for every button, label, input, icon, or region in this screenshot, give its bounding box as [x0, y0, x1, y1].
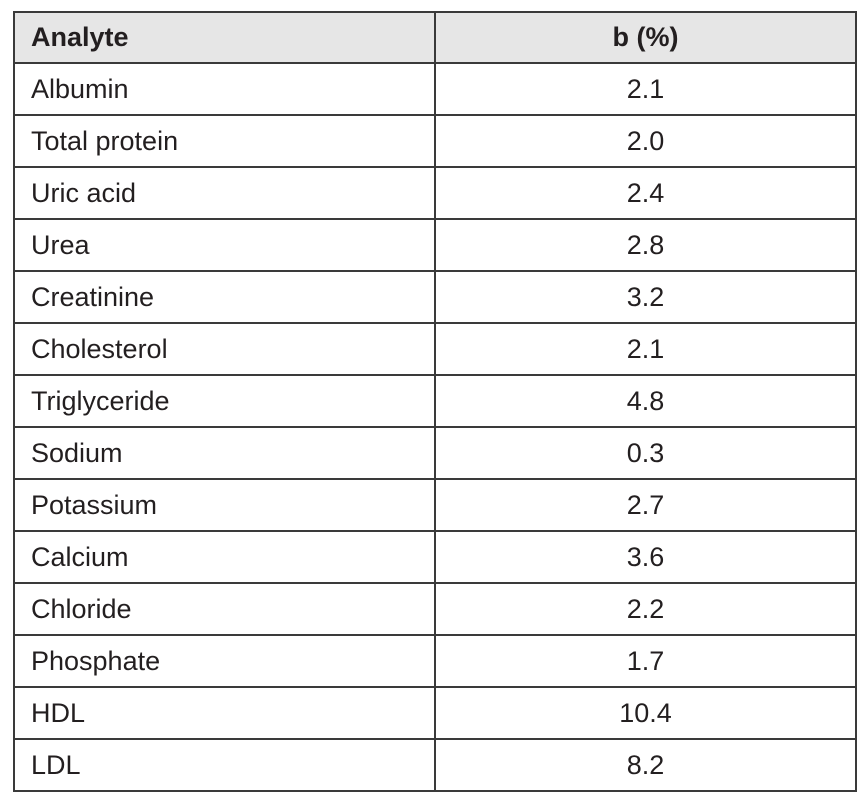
table-row: Cholesterol 2.1 — [13, 322, 857, 376]
b-percent-cell: 4.8 — [434, 374, 857, 428]
b-percent-cell: 2.4 — [434, 166, 857, 220]
table-row: HDL 10.4 — [13, 686, 857, 740]
analyte-cell: Albumin — [13, 62, 436, 116]
b-percent-cell: 2.1 — [434, 62, 857, 116]
b-percent-cell: 1.7 — [434, 634, 857, 688]
table-row: Phosphate 1.7 — [13, 634, 857, 688]
analyte-cell: HDL — [13, 686, 436, 740]
table-row: Urea 2.8 — [13, 218, 857, 272]
table-row: Sodium 0.3 — [13, 426, 857, 480]
b-percent-cell: 2.0 — [434, 114, 857, 168]
table-row: Creatinine 3.2 — [13, 270, 857, 324]
b-percent-cell: 0.3 — [434, 426, 857, 480]
table-header: Analyte b (%) — [13, 11, 857, 64]
header-row: Analyte b (%) — [13, 11, 857, 64]
analyte-table: Analyte b (%) Albumin 2.1 Total protein … — [13, 11, 857, 792]
analyte-cell: Sodium — [13, 426, 436, 480]
analyte-cell: Cholesterol — [13, 322, 436, 376]
analyte-table-container: Analyte b (%) Albumin 2.1 Total protein … — [13, 11, 857, 792]
analyte-cell: Uric acid — [13, 166, 436, 220]
column-header-analyte: Analyte — [13, 11, 436, 64]
analyte-cell: Triglyceride — [13, 374, 436, 428]
table-row: Total protein 2.0 — [13, 114, 857, 168]
b-percent-cell: 10.4 — [434, 686, 857, 740]
analyte-cell: Chloride — [13, 582, 436, 636]
b-percent-cell: 8.2 — [434, 738, 857, 792]
b-percent-cell: 2.7 — [434, 478, 857, 532]
table-row: Calcium 3.6 — [13, 530, 857, 584]
analyte-cell: Potassium — [13, 478, 436, 532]
analyte-cell: Creatinine — [13, 270, 436, 324]
table-row: LDL 8.2 — [13, 738, 857, 792]
column-header-b-percent: b (%) — [434, 11, 857, 64]
analyte-cell: Calcium — [13, 530, 436, 584]
b-percent-cell: 3.2 — [434, 270, 857, 324]
analyte-cell: Urea — [13, 218, 436, 272]
b-percent-cell: 2.2 — [434, 582, 857, 636]
table-row: Triglyceride 4.8 — [13, 374, 857, 428]
b-percent-cell: 2.8 — [434, 218, 857, 272]
b-percent-cell: 2.1 — [434, 322, 857, 376]
b-percent-cell: 3.6 — [434, 530, 857, 584]
analyte-cell: LDL — [13, 738, 436, 792]
analyte-cell: Total protein — [13, 114, 436, 168]
analyte-cell: Phosphate — [13, 634, 436, 688]
table-body: Albumin 2.1 Total protein 2.0 Uric acid … — [13, 62, 857, 792]
table-row: Chloride 2.2 — [13, 582, 857, 636]
table-row: Potassium 2.7 — [13, 478, 857, 532]
table-row: Uric acid 2.4 — [13, 166, 857, 220]
table-row: Albumin 2.1 — [13, 62, 857, 116]
